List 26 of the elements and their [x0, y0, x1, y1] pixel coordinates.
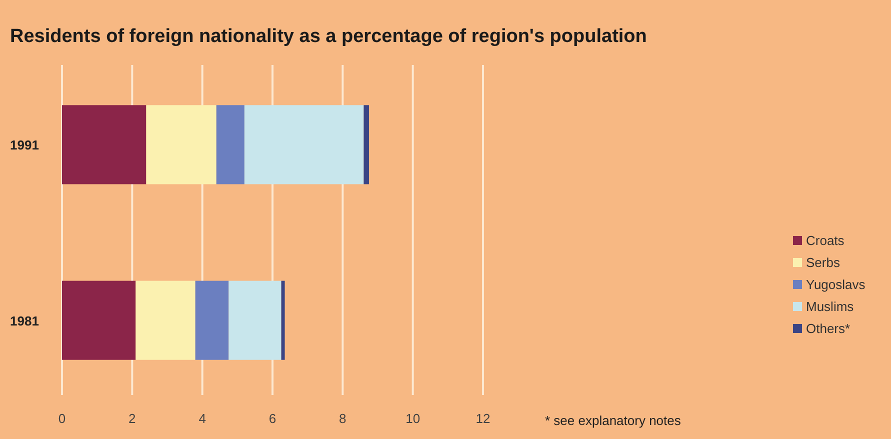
x-tick-label: 0: [58, 411, 66, 426]
bar: [281, 280, 285, 360]
bar: [216, 105, 244, 184]
x-tick-label: 2: [128, 411, 136, 426]
x-tick-label: 8: [339, 411, 346, 426]
bar: [136, 280, 196, 360]
legend-label: Others*: [806, 321, 850, 336]
bar: [195, 280, 229, 360]
y-tick-label: 1991: [10, 138, 39, 153]
bar: [228, 280, 282, 360]
legend-label: Serbs: [806, 255, 840, 270]
bar: [146, 105, 216, 184]
legend-label: Croats: [806, 233, 845, 248]
x-tick-label: 4: [198, 411, 206, 426]
legend-label: Muslims: [806, 299, 854, 314]
bar: [62, 105, 146, 184]
text: * see explanatory notes: [545, 413, 682, 428]
x-tick-label: 6: [268, 411, 276, 426]
y-tick-label: 1981: [10, 313, 39, 328]
x-tick-label: 10: [406, 411, 420, 426]
legend-label: Yugoslavs: [806, 277, 866, 292]
chart-title: Residents of foreign nationality as a percentage of region's population: [10, 26, 647, 47]
x-tick-label: 12: [476, 411, 490, 426]
bar: [364, 105, 369, 184]
bar: [62, 280, 136, 360]
bar: [244, 105, 364, 184]
